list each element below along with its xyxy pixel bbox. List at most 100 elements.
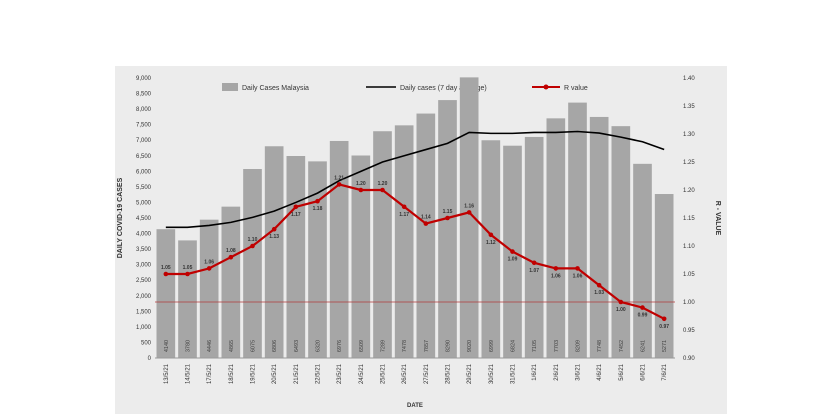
y-tick-label: 7,000 [136,138,152,144]
y2-tick-label: 1.00 [683,300,695,306]
y-tick-label: 500 [141,340,152,346]
r-value-label: 1.08 [226,248,236,254]
bar [394,125,414,359]
y-tick-label: 1,500 [136,309,152,315]
r-value-point [228,254,234,260]
bar [589,116,609,358]
bar [416,113,436,358]
y2-tick-label: 1.35 [683,104,695,110]
r-value-label: 0.97 [659,324,669,330]
bar-data-label: 6241 [641,340,647,352]
bar-data-label: 7703 [554,340,560,352]
r-value-point [336,182,342,187]
x-tick-label: 13/5/21 [164,363,170,384]
x-tick-label: 27/5/21 [424,363,430,384]
y2-tick-label: 1.40 [683,76,695,82]
y2-tick-label: 1.15 [683,216,695,222]
bar-data-label: 9020 [467,340,473,352]
legend-marker-r [543,84,549,90]
bar-data-label: 4140 [164,340,170,352]
r-value-point [661,316,667,322]
r-value-label: 1.16 [464,203,474,209]
r-value-label: 1.05 [161,265,171,271]
y-tick-label: 1,000 [136,325,152,331]
bar-data-label: 7289 [381,340,387,352]
r-value-label: 1.12 [486,240,496,246]
r-value-point [358,187,364,193]
bar [329,140,349,358]
bar-data-label: 6999 [489,340,495,352]
y-tick-label: 8,500 [136,92,152,98]
bar [568,102,587,358]
y-tick-label: 6,500 [136,154,152,160]
bar [524,136,544,358]
legend-label-bars: Daily Cases Malaysia [242,85,309,92]
x-tick-label: 29/5/21 [467,363,473,384]
y-tick-label: 4,000 [136,232,152,238]
y2-tick-label: 1.25 [683,160,695,166]
bar-data-label: 6509 [359,340,365,352]
bar-data-label: 6976 [337,340,343,352]
y-tick-label: 6,000 [136,169,152,175]
r-value-point [185,271,190,277]
x-tick-label: 19/5/21 [251,363,257,384]
r-value-point [618,299,624,305]
bar-data-label: 6075 [251,340,257,352]
r-value-label: 1.00 [616,307,626,313]
bar [221,206,241,358]
x-tick-label: 1/6/21 [532,363,538,380]
y-tick-label: 3,000 [136,263,152,269]
x-tick-label: 4/6/21 [597,363,603,380]
bar-data-label: 6493 [294,340,300,352]
x-tick-label: 26/5/21 [402,363,408,384]
bar-data-label: 7857 [424,340,430,352]
r-value-point [531,260,537,266]
r-value-point [488,232,494,238]
y-axis-title: DAILY COVID-19 CASES [117,177,124,258]
y-tick-label: 7,500 [136,123,152,129]
bar [156,229,176,358]
r-value-label: 1.03 [594,290,604,296]
bar-data-label: 7748 [597,340,603,352]
r-value-point [466,210,472,215]
bar-data-label: 7105 [532,340,538,352]
r-value-label: 1.14 [421,215,431,221]
bar [264,146,284,358]
bar [481,140,501,358]
x-tick-label: 21/5/21 [294,363,300,384]
bar [286,155,306,358]
bar [308,161,327,358]
r-value-label: 1.10 [248,237,258,243]
y2-tick-label: 1.10 [683,244,695,250]
r-value-point [640,305,645,310]
bar-data-label: 3780 [186,340,192,352]
bar [611,126,631,358]
r-value-label: 1.17 [399,212,409,218]
bar [199,219,219,358]
x-tick-label: 18/5/21 [229,363,235,384]
x-tick-label: 22/5/21 [316,363,322,384]
bar [654,194,674,358]
y2-tick-label: 1.20 [683,188,695,194]
y-tick-label: 3,500 [136,247,152,253]
y2-tick-label: 1.05 [683,272,695,278]
r-value-point [401,204,407,210]
r-value-label: 1.17 [291,212,301,218]
bar [243,169,262,358]
r-value-label: 1.20 [378,181,388,187]
x-tick-label: 28/5/21 [446,363,452,384]
bar-data-label: 4446 [207,340,213,352]
bar [459,77,479,358]
y2-tick-label: 0.90 [683,356,695,362]
y-tick-label: 5,500 [136,185,152,191]
x-tick-label: 2/6/21 [554,363,560,380]
x-tick-label: 14/5/21 [186,363,192,384]
x-tick-label: 30/5/21 [489,363,495,384]
r-value-label: 1.06 [204,259,214,265]
r-value-label: 1.05 [183,265,193,271]
r-value-point [445,215,450,221]
r-value-point [380,187,385,193]
r-value-point [553,266,559,271]
y-tick-label: 8,000 [136,107,152,113]
